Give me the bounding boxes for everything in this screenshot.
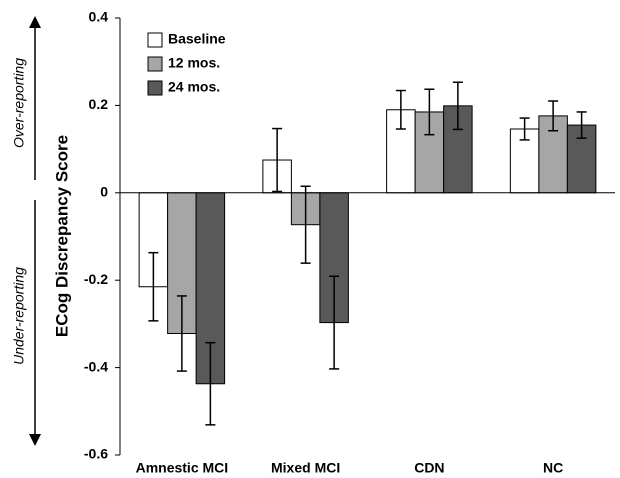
y-tick-label: -0.2 <box>84 271 108 287</box>
y-tick-label: 0.4 <box>89 9 109 25</box>
y-tick-label: 0 <box>100 184 108 200</box>
legend-label: 24 mos. <box>168 79 220 95</box>
y-axis-label: ECog Discrepancy Score <box>52 135 71 337</box>
legend-swatch <box>147 56 163 72</box>
annotation: Under-reporting <box>11 267 27 365</box>
y-tick-label: 0.2 <box>89 96 109 112</box>
legend-swatch <box>147 80 163 96</box>
x-tick-label: Amnestic MCI <box>136 460 229 476</box>
x-tick-label: CDN <box>414 460 444 476</box>
y-tick-label: -0.4 <box>84 358 108 374</box>
x-tick-label: NC <box>543 460 563 476</box>
annotation: Over-reporting <box>11 58 27 148</box>
legend-label: 12 mos. <box>168 55 220 71</box>
legend-label: Baseline <box>168 31 226 47</box>
legend-swatch <box>147 32 163 48</box>
y-tick-label: -0.6 <box>84 446 108 462</box>
x-tick-label: Mixed MCI <box>271 460 340 476</box>
